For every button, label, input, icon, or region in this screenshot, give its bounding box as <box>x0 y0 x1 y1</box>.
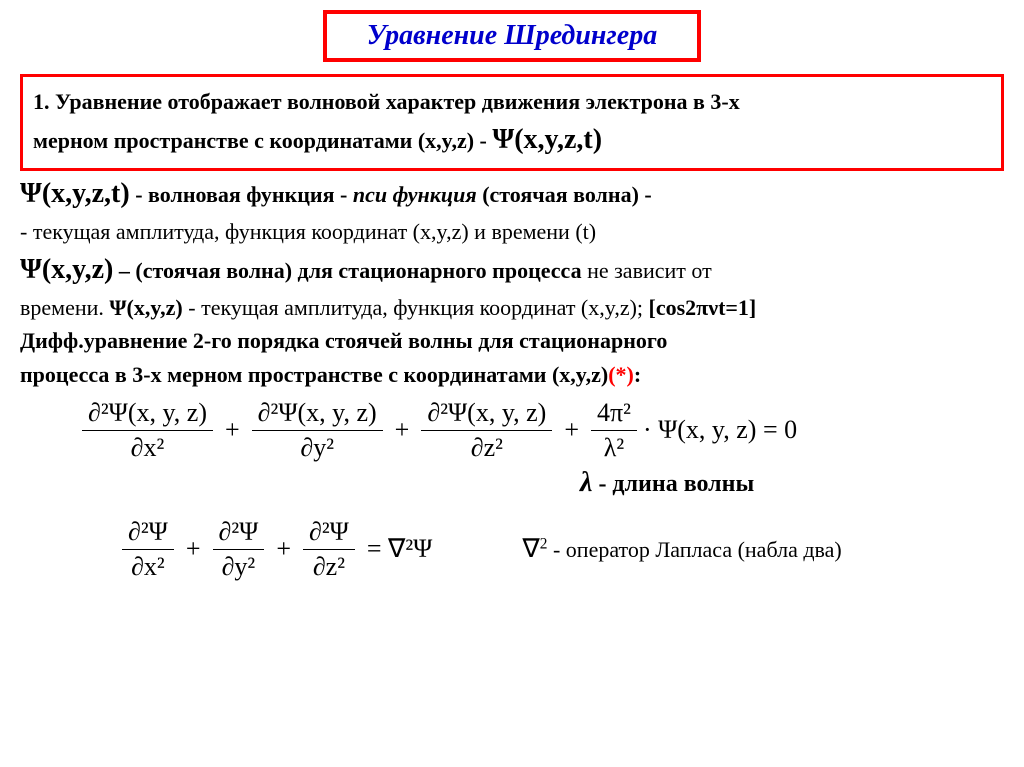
nabla-symbol: ∇ <box>522 534 539 563</box>
p5-psi: Ψ(x,y,z) <box>109 295 182 320</box>
para-2: Ψ(x,y,z,t) - волновая функция - пси функ… <box>20 175 1004 213</box>
box1-line2: мерном пространстве с координатами (x,y,… <box>33 121 991 159</box>
para-5: времени. Ψ(x,y,z) - текущая амплитуда, ф… <box>20 293 1004 323</box>
eq1-t2-num: ∂²Ψ(x, y, z) <box>252 398 383 431</box>
eq1-t1-den: ∂x² <box>125 431 171 463</box>
nabla-text: - оператор Лапласа (набла два) <box>547 537 841 562</box>
p2-c: (стоячая волна) - <box>477 182 652 207</box>
eq1-t2-den: ∂y² <box>294 431 340 463</box>
p5-a: времени. <box>20 295 109 320</box>
eq2-t3-num: ∂²Ψ <box>303 517 355 550</box>
p4-a: – (стоячая волна) для стационарного проц… <box>113 258 581 283</box>
equation-1: ∂²Ψ(x, y, z) ∂x² + ∂²Ψ(x, y, z) ∂y² + ∂²… <box>80 398 1004 463</box>
plus-icon: + <box>395 415 410 445</box>
p7-c: : <box>634 362 641 387</box>
plus-icon: + <box>564 415 579 445</box>
eq2-term2: ∂²Ψ ∂y² <box>213 517 265 582</box>
eq1-t3-den: ∂z² <box>465 431 509 463</box>
box1-line1: 1. Уравнение отображает волновой характе… <box>33 87 991 117</box>
para-7: процесса в 3-х мерном пространстве с коо… <box>20 360 1004 390</box>
eq1-term4: 4π² λ² <box>591 398 637 463</box>
plus-icon: + <box>225 415 240 445</box>
eq2-rhs: = ∇²Ψ <box>367 534 433 564</box>
title-box: Уравнение Шредингера <box>323 10 701 62</box>
p7-b: (*) <box>608 362 634 387</box>
eq1-term3: ∂²Ψ(x, y, z) ∂z² <box>421 398 552 463</box>
eq1-t4-num: 4π² <box>591 398 637 431</box>
p4-b: не зависит от <box>582 258 712 283</box>
box1-psi: Ψ(x,y,z,t) <box>492 124 602 155</box>
eq1-t1-num: ∂²Ψ(x, y, z) <box>82 398 213 431</box>
box1-line2a: мерном пространстве с координатами (x,y,… <box>33 128 492 153</box>
p2-b: пси функция <box>353 182 477 207</box>
lambda-symbol: λ <box>580 467 592 498</box>
eq2-term1: ∂²Ψ ∂x² <box>122 517 174 582</box>
eq2-t1-num: ∂²Ψ <box>122 517 174 550</box>
equation-2-row: ∂²Ψ ∂x² + ∂²Ψ ∂y² + ∂²Ψ ∂z² = ∇²Ψ ∇2 - о… <box>120 517 1004 582</box>
eq1-t4-den: λ² <box>598 431 630 463</box>
p2-psi: Ψ(x,y,z,t) <box>20 178 130 209</box>
eq1-tail: · Ψ(x, y, z) = 0 <box>643 415 797 445</box>
nabla-label: ∇2 - оператор Лапласа (набла два) <box>522 534 841 564</box>
para-3: - текущая амплитуда, функция координат (… <box>20 217 1004 247</box>
page-title: Уравнение Шредингера <box>367 20 657 51</box>
para-4: Ψ(x,y,z) – (стоячая волна) для стационар… <box>20 251 1004 289</box>
plus-icon: + <box>276 534 291 564</box>
para-6: Дифф.уравнение 2-го порядка стоячей волн… <box>20 326 1004 356</box>
p4-psi: Ψ(x,y,z) <box>20 254 113 285</box>
eq2-t1-den: ∂x² <box>125 550 171 582</box>
definition-box: 1. Уравнение отображает волновой характе… <box>20 74 1004 171</box>
p5-b: - текущая амплитуда, функция координат (… <box>183 295 649 320</box>
eq2-t2-num: ∂²Ψ <box>213 517 265 550</box>
lambda-note: λ - длина волны <box>580 467 1004 499</box>
eq2-term3: ∂²Ψ ∂z² <box>303 517 355 582</box>
p7-a: процесса в 3-х мерном пространстве с коо… <box>20 362 608 387</box>
eq1-term1: ∂²Ψ(x, y, z) ∂x² <box>82 398 213 463</box>
p5-c: [cos2πνt=1] <box>649 295 757 320</box>
lambda-text: - длина волны <box>592 471 754 497</box>
eq2-t3-den: ∂z² <box>307 550 351 582</box>
eq1-term2: ∂²Ψ(x, y, z) ∂y² <box>252 398 383 463</box>
eq2-t2-den: ∂y² <box>216 550 262 582</box>
p2-a: - волновая функция - <box>130 182 353 207</box>
eq1-t3-num: ∂²Ψ(x, y, z) <box>421 398 552 431</box>
plus-icon: + <box>186 534 201 564</box>
